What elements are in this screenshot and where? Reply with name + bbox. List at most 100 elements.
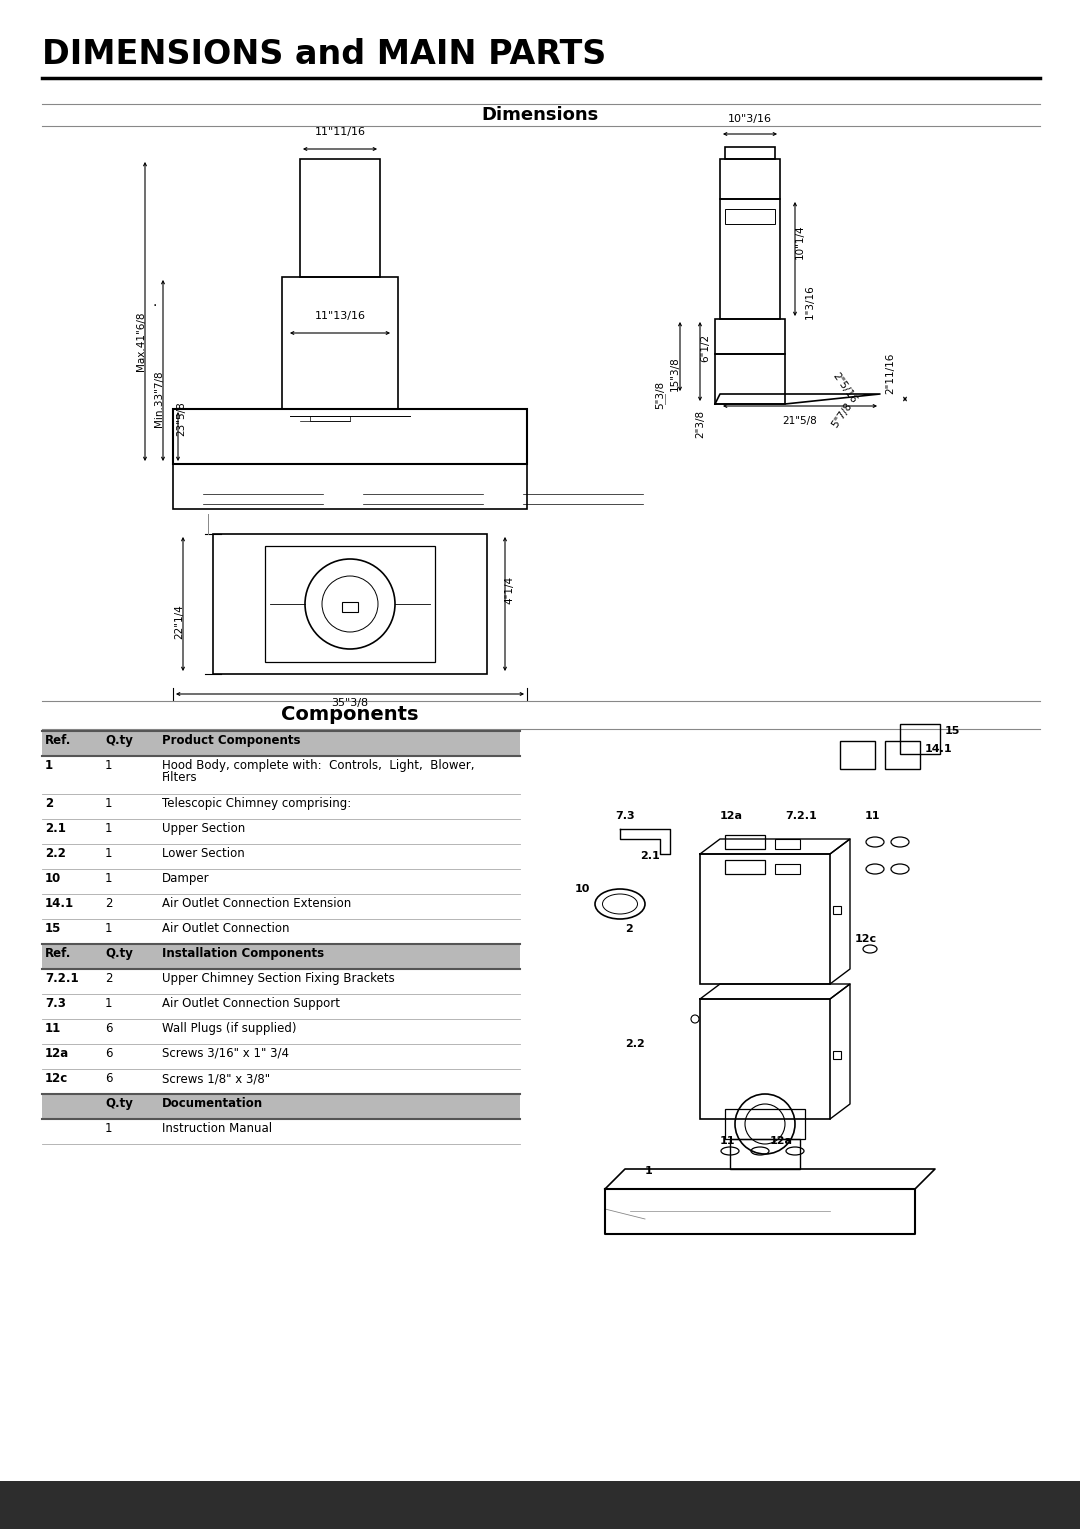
Text: 7.2.1: 7.2.1 xyxy=(45,972,79,985)
Bar xyxy=(725,1109,805,1139)
Text: 1: 1 xyxy=(45,758,53,772)
Text: 7.2.1: 7.2.1 xyxy=(785,810,816,821)
Text: Telescopic Chimney comprising:: Telescopic Chimney comprising: xyxy=(162,797,351,810)
Bar xyxy=(42,794,519,820)
Bar xyxy=(720,199,780,320)
Text: Documentation: Documentation xyxy=(162,1096,264,1110)
Text: 12c: 12c xyxy=(855,934,877,943)
Bar xyxy=(42,1119,519,1144)
Text: EN: EN xyxy=(42,1495,69,1514)
Text: 11"13/16: 11"13/16 xyxy=(314,310,365,321)
Text: 11"11/16: 11"11/16 xyxy=(314,127,365,138)
Bar xyxy=(42,1044,519,1069)
Text: 2"11/16: 2"11/16 xyxy=(885,353,895,394)
Bar xyxy=(715,355,785,404)
Bar xyxy=(42,894,519,919)
Text: Screws 1/8" x 3/8": Screws 1/8" x 3/8" xyxy=(162,1072,270,1086)
Text: Installation Components: Installation Components xyxy=(162,946,324,960)
Bar xyxy=(42,969,519,994)
Text: 15"3/8: 15"3/8 xyxy=(670,356,680,391)
Text: 1: 1 xyxy=(105,797,112,810)
Text: 7.3: 7.3 xyxy=(45,997,66,1011)
Bar xyxy=(42,868,519,894)
Text: 10: 10 xyxy=(575,884,591,894)
Text: 4"1/4: 4"1/4 xyxy=(504,576,514,604)
Text: 6"1/2: 6"1/2 xyxy=(700,333,710,361)
Text: 10"1/4: 10"1/4 xyxy=(795,225,805,258)
Text: 1: 1 xyxy=(105,758,112,772)
Bar xyxy=(725,147,775,159)
Text: Ref.: Ref. xyxy=(45,946,71,960)
Text: 1: 1 xyxy=(105,823,112,835)
Bar xyxy=(725,835,765,849)
Bar xyxy=(42,943,519,969)
Bar xyxy=(265,546,435,662)
Polygon shape xyxy=(605,1190,915,1234)
Bar xyxy=(300,159,380,277)
Text: Q.ty: Q.ty xyxy=(105,734,133,748)
Bar xyxy=(42,1018,519,1044)
Text: 1: 1 xyxy=(645,1167,652,1176)
Text: Damper: Damper xyxy=(162,872,210,885)
Bar xyxy=(42,731,519,755)
Bar xyxy=(840,742,875,769)
Text: Lower Section: Lower Section xyxy=(162,847,245,859)
Bar xyxy=(775,839,800,849)
Text: Filters: Filters xyxy=(162,771,198,784)
Text: 1"3/16: 1"3/16 xyxy=(805,284,815,320)
Text: 14.1: 14.1 xyxy=(924,745,953,754)
Text: Q.ty: Q.ty xyxy=(105,946,133,960)
Text: Wall Plugs (if supplied): Wall Plugs (if supplied) xyxy=(162,1021,297,1035)
Text: ·: · xyxy=(153,300,158,313)
Bar xyxy=(42,844,519,868)
Bar xyxy=(42,1069,519,1095)
Text: Ref.: Ref. xyxy=(45,734,71,748)
Text: 1: 1 xyxy=(105,997,112,1011)
Text: 5"7/8: 5"7/8 xyxy=(831,401,854,430)
Text: 11: 11 xyxy=(720,1136,735,1147)
Text: 12a: 12a xyxy=(770,1136,793,1147)
Text: 2: 2 xyxy=(105,898,112,910)
Bar xyxy=(900,725,940,754)
Text: 6: 6 xyxy=(105,1072,112,1086)
Bar xyxy=(715,320,785,355)
Text: 7.3: 7.3 xyxy=(615,810,635,821)
Text: Air Outlet Connection Extension: Air Outlet Connection Extension xyxy=(162,898,351,910)
Bar xyxy=(725,859,765,875)
Bar xyxy=(700,855,831,985)
Text: 23"5/8: 23"5/8 xyxy=(176,402,186,436)
Bar xyxy=(700,998,831,1119)
Text: Instruction Manual: Instruction Manual xyxy=(162,1122,272,1135)
Text: 35"3/8: 35"3/8 xyxy=(332,699,368,708)
Text: Air Outlet Connection Support: Air Outlet Connection Support xyxy=(162,997,340,1011)
Text: 22"1/4: 22"1/4 xyxy=(174,604,184,639)
Bar xyxy=(342,602,357,612)
Text: 2"5/16: 2"5/16 xyxy=(831,372,859,405)
Text: Components: Components xyxy=(281,705,419,725)
Bar xyxy=(720,159,780,199)
Bar xyxy=(725,209,775,225)
Bar xyxy=(42,755,519,794)
Text: 1: 1 xyxy=(105,872,112,885)
Text: 1: 1 xyxy=(105,1122,112,1135)
Text: 11: 11 xyxy=(45,1021,62,1035)
Text: 1: 1 xyxy=(105,847,112,859)
Text: Dimensions: Dimensions xyxy=(482,106,598,124)
Text: 11: 11 xyxy=(865,810,880,821)
Text: Max.41"6/8: Max.41"6/8 xyxy=(136,312,146,372)
Bar xyxy=(310,416,350,420)
Text: 15: 15 xyxy=(945,726,960,735)
Text: 2: 2 xyxy=(625,924,633,934)
Bar xyxy=(885,742,920,769)
Text: 10"3/16: 10"3/16 xyxy=(728,115,772,124)
Text: 21"5/8: 21"5/8 xyxy=(783,416,818,427)
Text: 5"3/8: 5"3/8 xyxy=(654,381,665,408)
Bar xyxy=(173,408,527,463)
Text: Min.33"7/8: Min.33"7/8 xyxy=(154,370,164,427)
Bar xyxy=(213,534,487,674)
Text: Upper Section: Upper Section xyxy=(162,823,245,835)
Text: 6: 6 xyxy=(105,1021,112,1035)
Text: 15: 15 xyxy=(45,922,62,936)
Text: Upper Chimney Section Fixing Brackets: Upper Chimney Section Fixing Brackets xyxy=(162,972,395,985)
Text: 2"3/8: 2"3/8 xyxy=(696,410,705,439)
